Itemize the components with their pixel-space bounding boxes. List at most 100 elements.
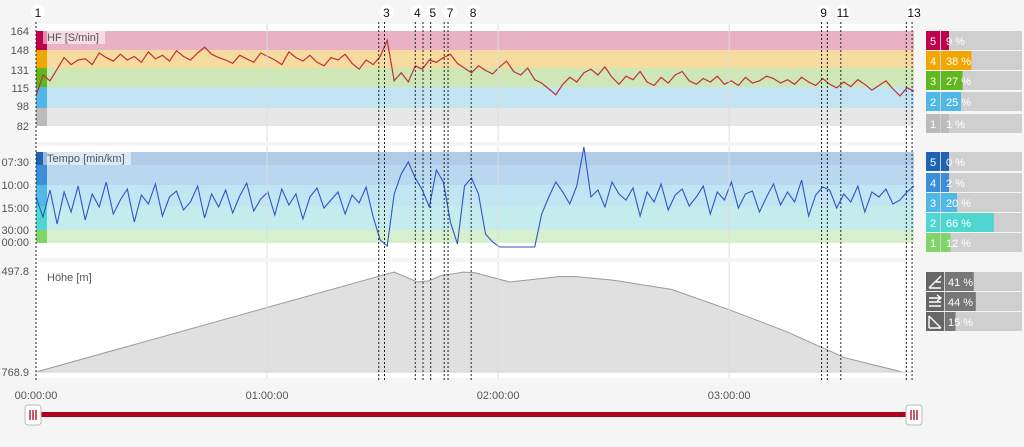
pace-zone-1-label: 1 xyxy=(930,238,936,250)
lap-marker-badge[interactable] xyxy=(443,5,458,19)
hr-y-tick: 164 xyxy=(11,26,29,38)
hr-zone-marker-1 xyxy=(36,108,47,126)
hr-zone-marker-2 xyxy=(36,87,47,108)
flat-icon xyxy=(929,294,943,307)
lap-marker-label: 9 xyxy=(820,6,827,20)
lap-marker-label: 1 xyxy=(35,6,42,20)
altitude-y-tick: 768.9 xyxy=(1,367,29,379)
pace-zone-5-row-bg xyxy=(926,152,1022,171)
pace-zone-4-bar xyxy=(941,173,949,192)
pace-zone-1-row-bg xyxy=(926,233,1022,252)
lap-marker-11[interactable]: 11 xyxy=(835,5,850,20)
lap-marker-badge[interactable] xyxy=(816,5,831,19)
hr-zone-3-row-bg xyxy=(926,71,1022,90)
pace-zone-2-bar xyxy=(941,213,994,232)
terrain-percent: 41 % xyxy=(948,277,973,289)
slider-handle-end[interactable] xyxy=(905,404,923,426)
hr-y-tick: 98 xyxy=(17,101,29,113)
lap-marker-8[interactable]: 8 xyxy=(466,5,481,20)
hr-zone-3-swatch xyxy=(926,71,940,90)
hr-zone-1-swatch xyxy=(926,114,940,133)
lap-marker-badge[interactable] xyxy=(410,5,425,19)
pace-y-tick: 10:00 xyxy=(1,180,29,192)
pace-y-tick: 30:00 xyxy=(1,225,29,237)
hr-zone-2-label: 2 xyxy=(930,97,936,109)
pace-zone-band-3 xyxy=(36,185,914,206)
time-axis: 00:00:00 01:00:00 02:00:00 03:00:00 xyxy=(15,24,751,402)
hr-series-line xyxy=(35,38,915,97)
lap-marker-badge[interactable] xyxy=(425,5,440,19)
lap-marker-label: 4 xyxy=(414,6,421,20)
hr-zone-4-swatch xyxy=(926,51,940,70)
lap-marker-label: 5 xyxy=(429,6,436,20)
hr-zone-4-percent: 38 % xyxy=(946,56,971,68)
pace-series-line xyxy=(35,146,915,248)
pace-zone-3-swatch xyxy=(926,193,940,212)
lap-marker-5[interactable]: 5 xyxy=(425,5,440,20)
pace-zone-marker-3 xyxy=(36,185,47,206)
pace-zone-4-label: 4 xyxy=(930,178,936,190)
lap-marker-7[interactable]: 7 xyxy=(443,5,458,20)
hr-zone-marker-5 xyxy=(36,31,47,50)
terrain-bar xyxy=(945,272,974,291)
lap-marker-label: 11 xyxy=(837,6,850,20)
hr-zone-4-bar xyxy=(941,51,972,70)
heart-rate-panel: 164 148 131 115 98 82 HF [S/min] xyxy=(11,24,915,142)
ascent-icon xyxy=(928,275,942,289)
pace-panel-title: Tempo [min/km] xyxy=(47,153,125,165)
pace-zone-marker-5 xyxy=(36,152,47,165)
hr-zone-band-2 xyxy=(36,87,914,108)
pace-zone-1-swatch xyxy=(926,233,940,252)
terrain-percent: 44 % xyxy=(948,297,973,309)
lap-marker-3[interactable]: 3 xyxy=(379,5,394,20)
lap-marker-9[interactable]: 9 xyxy=(816,5,831,20)
hr-y-tick: 148 xyxy=(11,45,29,57)
lap-marker-1[interactable]: 1 xyxy=(31,5,45,20)
pace-zone-marker-4 xyxy=(36,165,47,185)
lap-marker-label: 3 xyxy=(383,6,390,20)
hr-zone-5-row-bg xyxy=(926,31,1022,50)
pace-zone-1-bar xyxy=(941,233,951,252)
pace-zone-marker-2 xyxy=(36,206,47,230)
lap-marker-13[interactable]: 13 xyxy=(907,5,922,20)
hr-zone-3-bar xyxy=(941,71,963,90)
time-axis-label: 03:00:00 xyxy=(708,390,751,402)
lap-marker-badge[interactable] xyxy=(379,5,394,19)
pace-zone-3-label: 3 xyxy=(930,198,936,210)
hr-zone-5-percent: 9 % xyxy=(946,36,965,48)
slider-handle-start[interactable] xyxy=(24,404,42,426)
pace-zone-1-percent: 12 % xyxy=(946,238,971,250)
pace-zone-3-bar xyxy=(941,193,957,212)
lap-marker-badge[interactable] xyxy=(907,5,922,19)
terrain-bar xyxy=(945,292,976,311)
pace-y-tick: 07:30 xyxy=(1,157,29,169)
pace-zone-3-percent: 20 % xyxy=(946,198,971,210)
pace-zone-2-label: 2 xyxy=(930,218,936,230)
hr-zone-band-1 xyxy=(36,108,914,126)
lap-marker-4[interactable]: 4 xyxy=(410,5,425,20)
pace-zone-band-2 xyxy=(36,206,914,230)
hr-y-tick: 115 xyxy=(11,83,29,95)
hr-zone-2-bar xyxy=(941,92,961,111)
pace-y-tick: 00:00 xyxy=(1,237,29,249)
hr-zone-1-bar xyxy=(941,114,949,133)
pace-zone-band-4 xyxy=(36,165,914,185)
lap-markers[interactable]: 1 3 4 5 7 8 9 11 13 xyxy=(31,5,922,380)
hr-zone-4-row-bg xyxy=(926,51,1022,70)
pace-zone-4-swatch xyxy=(926,173,940,192)
lap-marker-badge[interactable] xyxy=(466,5,481,19)
pace-zone-4-percent: 2 % xyxy=(946,178,965,190)
lap-marker-badge[interactable] xyxy=(835,5,850,19)
time-range-slider[interactable] xyxy=(24,404,923,426)
lap-marker-label: 8 xyxy=(470,6,477,20)
hr-zone-3-label: 3 xyxy=(930,76,936,88)
pace-zone-5-swatch xyxy=(926,152,940,171)
hr-zone-3-percent: 27 % xyxy=(946,76,971,88)
hr-zone-1-label: 1 xyxy=(930,119,936,131)
hr-panel-title: HF [S/min] xyxy=(47,32,99,44)
lap-marker-badge[interactable] xyxy=(31,5,45,19)
pace-zone-5-bar xyxy=(941,152,949,171)
pace-zone-3-row-bg xyxy=(926,193,1022,212)
